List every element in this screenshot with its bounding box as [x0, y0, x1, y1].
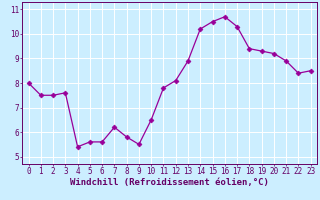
X-axis label: Windchill (Refroidissement éolien,°C): Windchill (Refroidissement éolien,°C)	[70, 178, 269, 187]
